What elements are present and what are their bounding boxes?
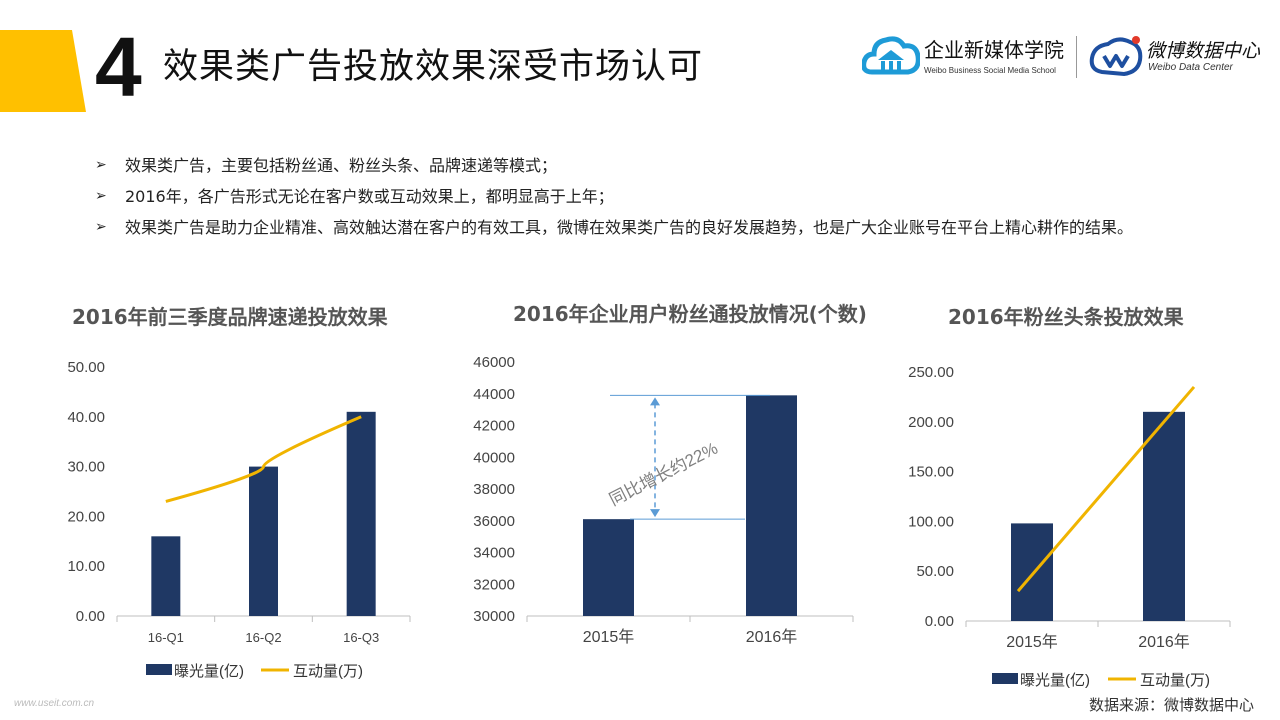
y-tick-label: 44000 [473,386,515,403]
chart1-title: 2016年前三季度品牌速递投放效果 [72,305,388,329]
bullet-text: 2016年，各广告形式无论在客户数或互动效果上，都明显高于上年； [125,187,614,206]
bar [1011,523,1053,621]
y-tick-label: 250.00 [908,364,954,381]
bar [1143,411,1185,621]
chart2-plot: 30000 32000 34000 36000 38000 40000 42000 44000… [473,354,854,646]
annotation-arrowhead [650,397,660,406]
logo-group: 企业新媒体学院 Weibo Business Social Media Scho… [862,30,1272,82]
school-subtitle: Weibo Business Social Media School [924,66,1056,75]
arrow-bullet-icon: ➢ [95,157,107,173]
y-tick-label: 40.00 [67,409,105,426]
y-tick-label: 150.00 [908,464,954,481]
y-tick-label: 30000 [473,608,515,625]
y-tick-label: 100.00 [908,513,954,530]
y-tick-label: 38000 [473,481,515,498]
chart2-title: 2016年企业用户粉丝通投放情况(个数) [513,302,867,326]
weibo-data-logo-icon [1089,36,1143,77]
bar [346,411,376,616]
bullet-list: ➢ 效果类广告，主要包括粉丝通、粉丝头条、品牌速递等模式； ➢ 2016年，各广告形… [95,150,1185,243]
school-logo-icon [862,36,920,75]
data-center-subtitle: Weibo Data Center [1148,62,1233,73]
bar [583,519,634,616]
y-tick-label: 0.00 [925,613,954,630]
y-tick-label: 34000 [473,545,515,562]
annotation-arrowhead [650,509,660,518]
legend-swatch [992,673,1018,684]
y-tick-label: 40000 [473,449,515,466]
series-line [165,415,362,503]
y-tick-label: 200.00 [908,414,954,431]
legend-label: 互动量(万) [293,663,363,680]
annotation-label: 同比增长约22% [606,439,721,510]
x-tick-label: 16-Q2 [245,630,281,645]
y-tick-label: 50.00 [916,563,954,580]
data-source: 数据来源：微博数据中心 [1088,696,1254,714]
bullet-item: ➢ 2016年，各广告形式无论在客户数或互动效果上，都明显高于上年； [95,181,1185,212]
logo-divider [1076,36,1077,78]
bullet-item: ➢ 效果类广告是助力企业精准、高效触达潜在客户的有效工具，微博在效果类广告的良好发… [95,212,1185,243]
data-center-name: 微博数据中心 [1146,40,1261,62]
y-tick-label: 30.00 [67,459,105,476]
y-tick-label: 42000 [473,418,515,435]
bar [746,395,797,616]
x-tick-label: 16-Q3 [343,630,379,645]
y-tick-label: 36000 [473,513,515,530]
y-tick-label: 32000 [473,576,515,593]
y-tick-label: 20.00 [67,508,105,525]
chart1-plot: 0.00 10.00 20.00 30.00 40.00 50.00 16-Q1 16-Q2 1… [67,359,411,680]
bullet-text: 效果类广告是助力企业精准、高效触达潜在客户的有效工具，微博在效果类广告的良好发展… [125,218,1134,237]
watermark: www.useit.com.cn [14,698,95,709]
accent-band [0,30,86,112]
x-tick-label: 2015年 [1006,633,1058,651]
series-line [1016,385,1196,593]
y-tick-label: 46000 [473,354,515,371]
bar [151,536,181,616]
x-tick-label: 2015年 [583,628,635,646]
arrow-bullet-icon: ➢ [95,188,107,204]
section-number: 4 [95,20,142,114]
legend-label: 曝光量(亿) [1020,672,1090,689]
x-tick-label: 2016年 [746,628,798,646]
bar [249,466,278,616]
arrow-bullet-icon: ➢ [95,219,107,235]
chart3-plot: 0.00 50.00 100.00 150.00 200.00 250.00 2015年 20… [908,364,1231,689]
bullet-text: 效果类广告，主要包括粉丝通、粉丝头条、品牌速递等模式； [125,156,558,175]
page-title: 效果类广告投放效果深受市场认可 [163,47,704,87]
x-tick-label: 2016年 [1138,633,1190,651]
y-tick-label: 50.00 [67,359,105,376]
legend-label: 互动量(万) [1140,672,1210,689]
x-tick-label: 16-Q1 [148,630,184,645]
y-tick-label: 10.00 [67,558,105,575]
legend-swatch [146,664,172,675]
bullet-item: ➢ 效果类广告，主要包括粉丝通、粉丝头条、品牌速递等模式； [95,150,1185,181]
school-name: 企业新媒体学院 [924,38,1064,62]
y-tick-label: 0.00 [76,608,105,625]
chart3-title: 2016年粉丝头条投放效果 [948,305,1184,329]
legend-label: 曝光量(亿) [174,663,244,680]
